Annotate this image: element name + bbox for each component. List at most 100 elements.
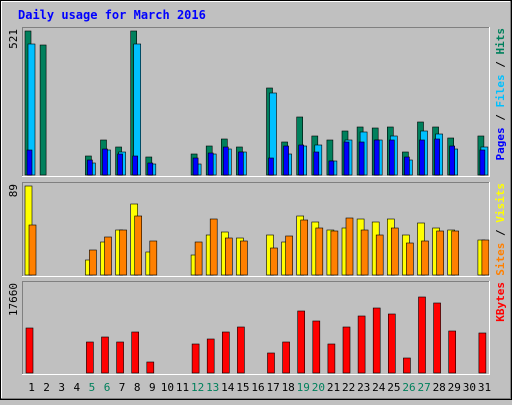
bar-hits-day-2 [39,44,47,176]
x-label-day-9: 9 [149,381,156,394]
x-label-day-16: 16 [251,381,264,394]
legend-kbytes: KBytes [494,282,507,322]
panel-1-area [22,27,490,177]
x-label-day-13: 13 [206,381,219,394]
bar-sites-day-5 [89,249,97,276]
x-label-day-27: 27 [417,381,430,394]
bar-sites-day-6 [104,236,112,276]
bar-pages-day-25 [388,139,395,176]
x-label-day-30: 30 [463,381,476,394]
panel-3: 17660 [7,281,490,375]
bar-pages-day-31 [479,149,486,176]
bar-pages-day-19 [298,144,305,176]
bar-pages-day-21 [328,160,335,176]
bar-pages-day-14 [223,146,229,176]
bar-pages-day-20 [313,151,320,176]
bar-pages-day-26 [404,156,410,176]
bar-pages-day-5 [87,159,93,176]
panel-2-legend: Sites / Visits [494,183,507,276]
legend-separator: / [494,55,507,75]
bar-kbytes-day-29 [448,330,457,374]
bar-sites-day-24 [375,234,384,276]
x-label-day-18: 18 [282,381,295,394]
bar-sites-day-19 [300,219,309,276]
x-label-day-22: 22 [342,381,355,394]
x-label-day-23: 23 [357,381,370,394]
x-label-day-8: 8 [134,381,141,394]
bar-sites-day-13 [209,218,218,276]
x-label-day-12: 12 [191,381,204,394]
bar-sites-day-8 [134,215,142,276]
bar-sites-day-18 [285,235,293,276]
bar-kbytes-day-28 [433,302,441,374]
bar-pages-day-15 [238,151,244,176]
bar-sites-day-1 [28,224,37,276]
legend-files: Files [494,74,507,107]
bar-pages-day-1 [26,149,33,176]
bar-pages-day-29 [449,145,456,176]
bar-kbytes-day-1 [25,327,34,374]
bar-sites-day-31 [481,239,490,276]
bar-pages-day-28 [434,138,440,176]
bar-sites-day-20 [315,227,324,276]
legend-separator: / [494,108,507,128]
x-label-day-11: 11 [176,381,189,394]
bar-pages-day-12 [192,157,199,176]
bar-pages-day-27 [419,139,425,176]
bar-kbytes-day-17 [267,352,275,374]
x-label-day-2: 2 [43,381,50,394]
bar-pages-day-17 [268,157,274,176]
chart-panels: 521 89 17660 [7,27,490,375]
bar-pages-day-9 [147,162,154,176]
panel-2: 89 [7,182,490,277]
x-label-day-1: 1 [28,381,35,394]
bar-kbytes-day-13 [206,338,215,374]
bar-kbytes-day-8 [131,331,139,374]
bar-kbytes-day-31 [478,332,487,374]
legend-sites: Sites [494,243,507,276]
panel-3-area [22,281,490,375]
x-label-day-5: 5 [89,381,96,394]
x-label-day-29: 29 [448,381,461,394]
bar-sites-day-28 [436,230,444,276]
bar-kbytes-day-26 [403,357,411,374]
bar-pages-day-18 [283,145,289,176]
x-label-day-25: 25 [387,381,400,394]
bar-sites-day-26 [406,242,414,276]
x-label-day-26: 26 [402,381,415,394]
bar-pages-day-6 [102,148,108,176]
bar-pages-day-7 [117,153,123,176]
x-axis-labels: 1 2 3 4 5 6 7 8 9 10 11 12 13 14 15 16 17 18 19 20 21 22 23 24 2… [28,381,491,394]
bar-kbytes-day-6 [101,336,109,374]
bar-pages-day-13 [207,152,214,176]
x-label-day-28: 28 [433,381,446,394]
legend-hits: Hits [494,28,507,55]
x-label-day-3: 3 [58,381,65,394]
chart-legends: Pages / Files / Hits Sites / Visits KBytes [494,28,507,322]
bar-kbytes-day-25 [387,313,396,374]
bar-sites-day-7 [119,229,127,276]
bar-kbytes-day-5 [86,341,94,374]
bar-pages-day-8 [132,155,138,176]
panel-1-legend: Pages / Files / Hits [494,28,507,161]
panel-3-ymax-label: 17660 [7,283,20,316]
bar-kbytes-day-14 [222,331,230,374]
bar-sites-day-25 [390,227,399,276]
panel-3-legend: KBytes [494,282,507,322]
panel-1: 521 [7,27,490,177]
x-label-day-7: 7 [119,381,126,394]
x-label-day-6: 6 [104,381,111,394]
bar-sites-day-29 [451,230,460,276]
bar-kbytes-day-19 [297,310,306,374]
bar-files-day-8 [133,43,141,176]
bar-kbytes-day-20 [312,320,321,374]
bar-pages-day-22 [343,141,350,176]
bar-sites-day-17 [270,247,278,276]
panel-1-ymax-label: 521 [7,29,20,49]
x-label-day-14: 14 [221,381,235,394]
bar-sites-day-12 [194,241,203,276]
bar-sites-day-15 [240,240,248,276]
bar-kbytes-day-15 [237,326,245,374]
